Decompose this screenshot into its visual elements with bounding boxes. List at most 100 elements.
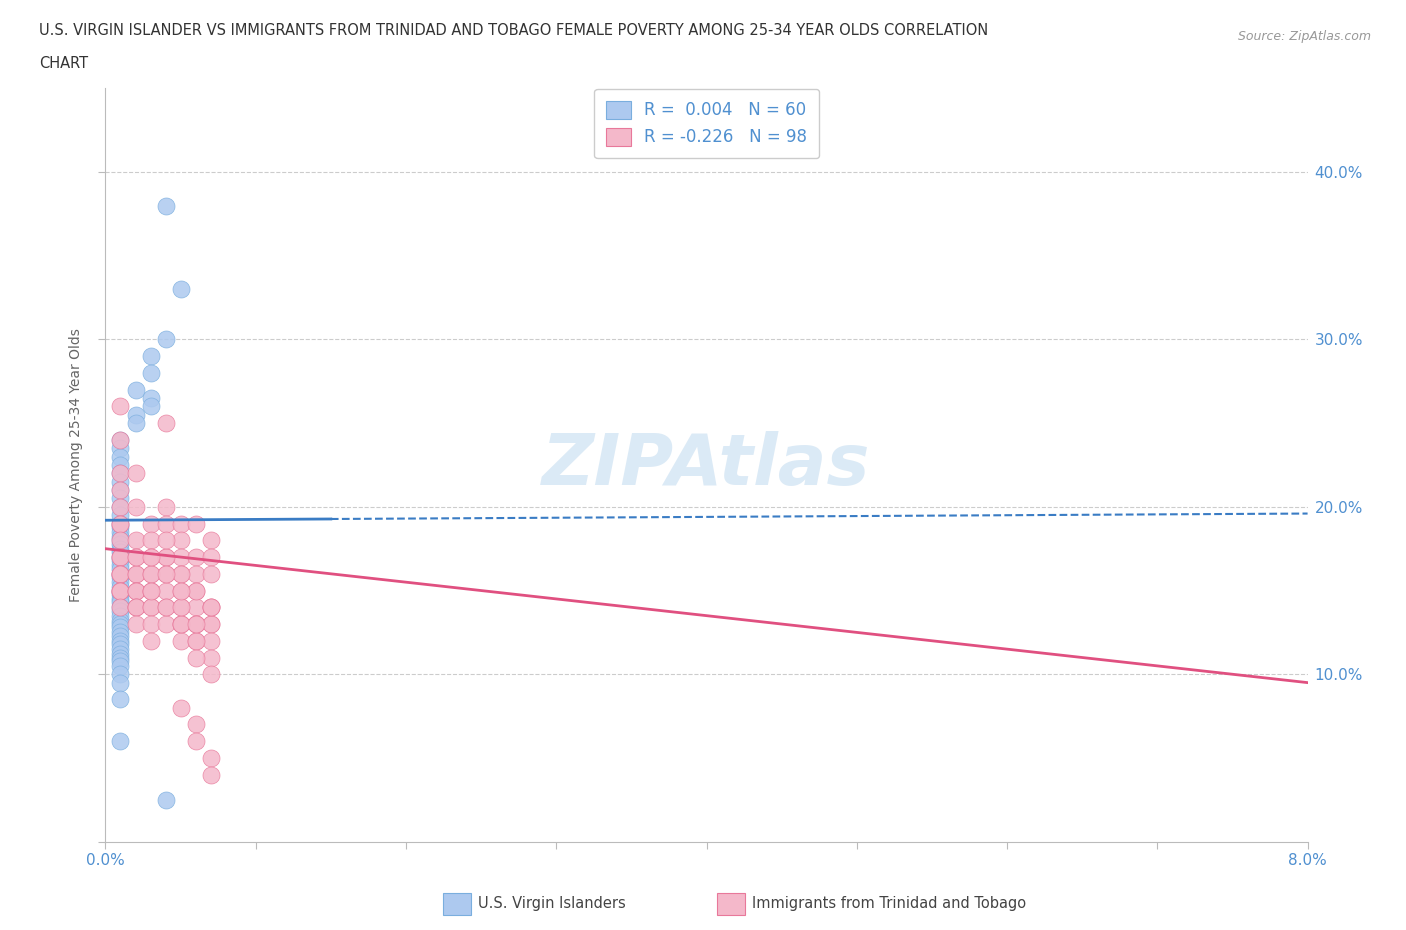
Point: [124, 533, 146, 548]
Point: [110, 734, 132, 749]
Point: [200, 617, 222, 631]
Point: [110, 583, 132, 598]
Point: [110, 575, 132, 590]
Text: CHART: CHART: [39, 56, 89, 71]
Point: [200, 767, 222, 782]
Point: [110, 550, 132, 565]
Point: [200, 751, 222, 765]
Point: [110, 458, 132, 472]
Point: [184, 550, 207, 565]
Point: [124, 416, 146, 431]
Point: [139, 633, 162, 648]
Point: [110, 583, 132, 598]
Point: [184, 633, 207, 648]
Point: [124, 617, 146, 631]
Point: [169, 533, 191, 548]
Point: [200, 600, 222, 615]
Text: Source: ZipAtlas.com: Source: ZipAtlas.com: [1237, 30, 1371, 43]
Point: [200, 566, 222, 581]
Point: [139, 583, 162, 598]
Point: [200, 600, 222, 615]
Point: [184, 516, 207, 531]
Point: [155, 533, 177, 548]
Point: [124, 583, 146, 598]
Legend: R =  0.004   N = 60, R = -0.226   N = 98: R = 0.004 N = 60, R = -0.226 N = 98: [595, 89, 818, 158]
Point: [110, 570, 132, 585]
Point: [110, 550, 132, 565]
Point: [169, 633, 191, 648]
Point: [184, 650, 207, 665]
Point: [110, 466, 132, 481]
Point: [200, 617, 222, 631]
Point: [110, 642, 132, 657]
Point: [139, 550, 162, 565]
Point: [110, 533, 132, 548]
Point: [124, 566, 146, 581]
Point: [184, 583, 207, 598]
Point: [110, 566, 132, 581]
Point: [110, 541, 132, 556]
Point: [110, 520, 132, 535]
Point: [155, 550, 177, 565]
Point: [184, 566, 207, 581]
Point: [110, 441, 132, 456]
Point: [155, 792, 177, 807]
Point: [200, 633, 222, 648]
Point: [110, 579, 132, 594]
Point: [110, 595, 132, 610]
Point: [110, 692, 132, 707]
Point: [110, 537, 132, 551]
Point: [169, 566, 191, 581]
Point: [184, 734, 207, 749]
Point: [139, 600, 162, 615]
Point: [110, 553, 132, 568]
Point: [139, 566, 162, 581]
Point: [110, 558, 132, 573]
Point: [200, 600, 222, 615]
Point: [155, 499, 177, 514]
Point: [124, 600, 146, 615]
Point: [139, 533, 162, 548]
Point: [169, 566, 191, 581]
Point: [139, 399, 162, 414]
Point: [110, 620, 132, 635]
Point: [110, 566, 132, 581]
Point: [184, 600, 207, 615]
Point: [110, 516, 132, 531]
Point: [184, 617, 207, 631]
Point: [110, 633, 132, 648]
Point: [155, 600, 177, 615]
Point: [139, 391, 162, 405]
Text: Immigrants from Trinidad and Tobago: Immigrants from Trinidad and Tobago: [752, 897, 1026, 911]
Point: [110, 483, 132, 498]
Point: [139, 550, 162, 565]
Point: [200, 650, 222, 665]
Point: [155, 332, 177, 347]
Point: [110, 432, 132, 447]
Point: [110, 533, 132, 548]
Point: [110, 483, 132, 498]
Point: [139, 583, 162, 598]
Point: [139, 516, 162, 531]
Point: [110, 600, 132, 615]
Point: [110, 604, 132, 618]
Point: [155, 416, 177, 431]
Point: [110, 432, 132, 447]
Point: [169, 700, 191, 715]
Point: [169, 583, 191, 598]
Point: [169, 617, 191, 631]
Point: [124, 600, 146, 615]
Point: [110, 566, 132, 581]
Point: [124, 407, 146, 422]
Point: [169, 583, 191, 598]
Point: [139, 349, 162, 364]
Point: [124, 583, 146, 598]
Point: [110, 399, 132, 414]
Point: [110, 646, 132, 661]
Point: [110, 491, 132, 506]
Point: [169, 282, 191, 297]
Point: [110, 583, 132, 598]
Point: [155, 566, 177, 581]
Point: [184, 717, 207, 732]
Text: ZIPAtlas: ZIPAtlas: [543, 431, 870, 499]
